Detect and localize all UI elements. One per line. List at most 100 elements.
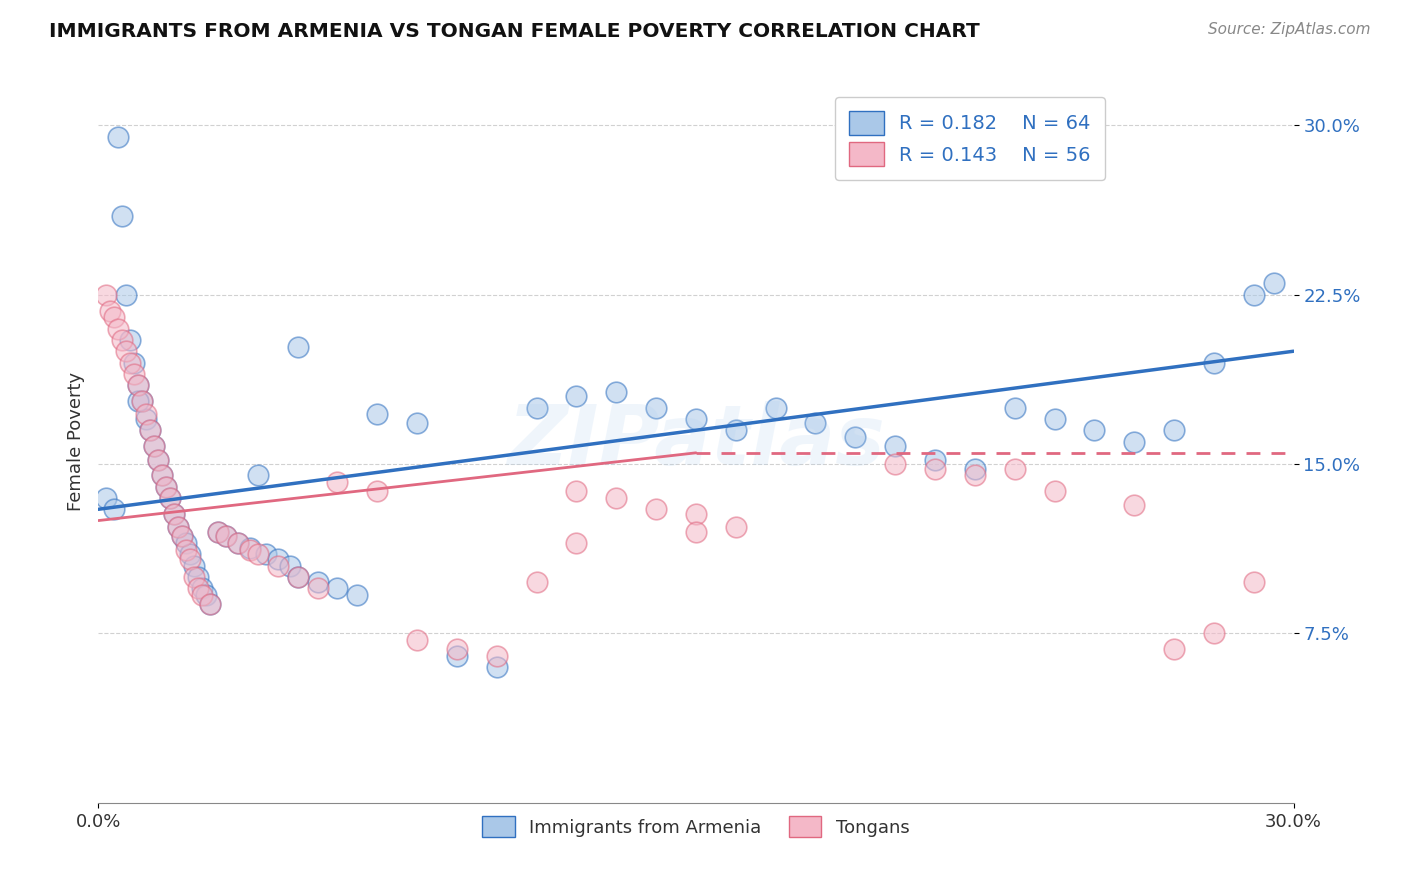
Point	[1083, 423, 1105, 437]
Point	[239, 542, 262, 557]
Point	[174, 542, 197, 557]
Point	[884, 457, 907, 471]
Text: ZIPatlas: ZIPatlas	[508, 401, 884, 482]
Point	[1004, 401, 1026, 415]
Point	[127, 378, 149, 392]
Point	[307, 574, 329, 589]
Point	[135, 408, 157, 422]
Point	[135, 412, 157, 426]
Point	[150, 468, 173, 483]
Point	[98, 303, 122, 318]
Point	[1043, 412, 1066, 426]
Point	[150, 468, 173, 483]
Point	[183, 558, 205, 573]
Point	[139, 423, 162, 437]
Point	[645, 401, 668, 415]
Point	[1243, 287, 1265, 301]
Point	[124, 367, 146, 381]
Point	[526, 574, 548, 589]
Point	[226, 536, 249, 550]
Point	[155, 480, 177, 494]
Point	[111, 333, 134, 347]
Point	[884, 439, 907, 453]
Point	[685, 524, 707, 539]
Point	[148, 452, 170, 467]
Point	[685, 412, 707, 426]
Point	[215, 529, 238, 543]
Point	[605, 384, 627, 399]
Point	[326, 475, 349, 490]
Point	[120, 333, 142, 347]
Point	[565, 389, 588, 403]
Point	[226, 536, 249, 550]
Point	[1123, 434, 1146, 449]
Point	[963, 461, 986, 475]
Point	[172, 529, 194, 543]
Point	[924, 461, 946, 475]
Point	[366, 408, 388, 422]
Point	[198, 597, 221, 611]
Point	[155, 480, 177, 494]
Point	[1202, 355, 1225, 369]
Point	[406, 633, 429, 648]
Point	[163, 507, 186, 521]
Point	[187, 582, 209, 596]
Point	[446, 642, 468, 657]
Point	[485, 660, 508, 674]
Point	[605, 491, 627, 505]
Point	[103, 310, 125, 325]
Point	[139, 423, 162, 437]
Point	[124, 355, 146, 369]
Point	[1243, 574, 1265, 589]
Point	[287, 570, 309, 584]
Point	[131, 393, 153, 408]
Point	[267, 558, 290, 573]
Point	[120, 355, 142, 369]
Point	[685, 507, 707, 521]
Text: Source: ZipAtlas.com: Source: ZipAtlas.com	[1208, 22, 1371, 37]
Text: IMMIGRANTS FROM ARMENIA VS TONGAN FEMALE POVERTY CORRELATION CHART: IMMIGRANTS FROM ARMENIA VS TONGAN FEMALE…	[49, 22, 980, 41]
Point	[326, 582, 349, 596]
Point	[963, 468, 986, 483]
Point	[1202, 626, 1225, 640]
Point	[195, 588, 218, 602]
Point	[1163, 642, 1185, 657]
Point	[1043, 484, 1066, 499]
Point	[446, 648, 468, 663]
Point	[346, 588, 368, 602]
Point	[107, 321, 129, 335]
Point	[207, 524, 229, 539]
Point	[215, 529, 238, 543]
Point	[1163, 423, 1185, 437]
Point	[143, 439, 166, 453]
Point	[924, 452, 946, 467]
Point	[159, 491, 181, 505]
Point	[207, 524, 229, 539]
Point	[103, 502, 125, 516]
Point	[565, 536, 588, 550]
Point	[143, 439, 166, 453]
Point	[267, 552, 290, 566]
Point	[287, 340, 309, 354]
Point	[172, 529, 194, 543]
Point	[565, 484, 588, 499]
Point	[406, 417, 429, 431]
Point	[179, 552, 201, 566]
Point	[163, 507, 186, 521]
Point	[191, 588, 214, 602]
Point	[191, 582, 214, 596]
Point	[1123, 498, 1146, 512]
Point	[131, 393, 153, 408]
Point	[127, 393, 149, 408]
Point	[844, 430, 866, 444]
Point	[115, 287, 138, 301]
Point	[804, 417, 827, 431]
Point	[307, 582, 329, 596]
Point	[167, 520, 190, 534]
Point	[246, 468, 269, 483]
Point	[127, 378, 149, 392]
Point	[96, 287, 118, 301]
Point	[159, 491, 181, 505]
Point	[724, 423, 747, 437]
Point	[187, 570, 209, 584]
